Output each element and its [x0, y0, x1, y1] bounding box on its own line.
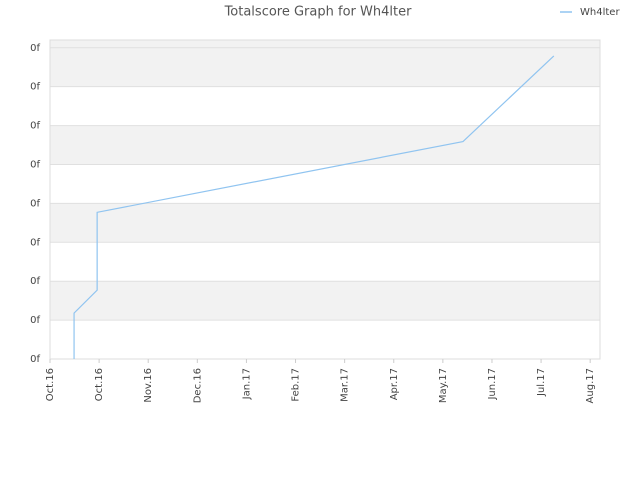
- x-tick-label: Apr.17: [389, 368, 400, 400]
- band: [50, 86, 600, 126]
- band: [50, 320, 600, 359]
- plot-border: [49, 39, 601, 360]
- x-tick-label: Jun.17: [487, 368, 498, 401]
- x-tick-label: Oct.16: [94, 368, 105, 401]
- x-tick-label: Feb.17: [291, 368, 302, 402]
- x-tick-label: Jul.17: [536, 368, 547, 397]
- legend-label: Wh4lter: [580, 7, 620, 18]
- chart-title: Totalscore Graph for Wh4lter: [224, 5, 413, 20]
- y-tick-label: 0f: [30, 315, 40, 326]
- y-tick-label: 0f: [30, 198, 40, 209]
- x-tick-label: Nov.16: [143, 368, 154, 403]
- x-tick-label: Oct.16: [45, 368, 56, 401]
- y-tick-label: 0f: [30, 354, 40, 365]
- x-tick-label: Jan.17: [241, 368, 252, 400]
- x-tick-label: Aug.17: [585, 368, 596, 403]
- band: [50, 164, 600, 204]
- x-tick-label: May.17: [438, 368, 449, 403]
- x-tick-label: Dec.16: [192, 368, 203, 403]
- y-tick-label: 0f: [30, 121, 40, 132]
- x-tick-label: Mar.17: [340, 368, 351, 402]
- y-tick-label: 0f: [30, 159, 40, 170]
- y-tick-label: 0f: [30, 276, 40, 287]
- line: [73, 55, 555, 359]
- y-tick-label: 0f: [30, 82, 40, 93]
- y-tick-label: 0f: [30, 237, 40, 248]
- band: [50, 242, 600, 282]
- y-tick-label: 0f: [30, 43, 40, 54]
